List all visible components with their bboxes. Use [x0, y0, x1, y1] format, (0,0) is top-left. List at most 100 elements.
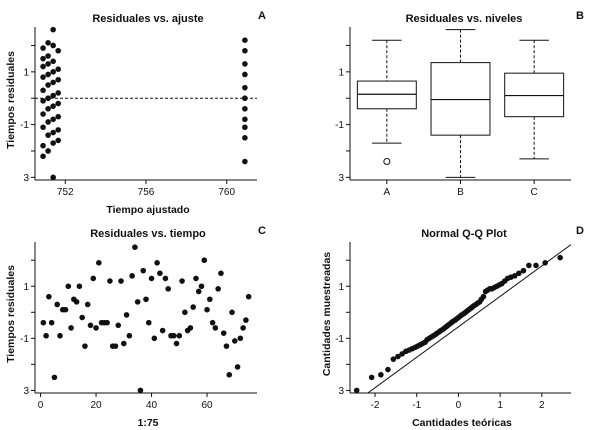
panel-a-point	[50, 174, 56, 181]
panel-c-point	[151, 335, 158, 342]
panel-a-point	[50, 79, 56, 86]
panel-a-y-tick-label: 1	[23, 67, 29, 78]
panel-c-point	[182, 309, 188, 316]
panel-a-point	[55, 137, 62, 144]
panel-d-label: D	[576, 225, 584, 237]
panel-a-point	[40, 45, 46, 51]
panel-a-x-tick-label: 756	[138, 187, 155, 198]
panel-a-y-tick-label: -1	[20, 120, 29, 131]
panel-d-x-tick-label: -2	[371, 400, 380, 411]
panel-a-point	[55, 66, 62, 73]
panel-c-point	[51, 374, 58, 381]
panel-c-point	[137, 387, 144, 394]
panel-c-point	[126, 332, 133, 339]
panel-a-point	[45, 132, 51, 138]
panel-a-point	[40, 142, 46, 149]
panel-c-point	[79, 314, 85, 321]
panel-c-point	[190, 304, 196, 310]
panel-a-point	[55, 47, 62, 54]
panel-c-point	[104, 319, 110, 326]
panel-d-point	[557, 254, 563, 261]
panel-a-point	[45, 82, 51, 88]
panel-d-y-tick-label: 1	[338, 282, 344, 293]
panel-a-point	[55, 76, 62, 83]
panel-c-x-tick-label: 0	[38, 400, 44, 411]
panel-d-xlabel: Cantidades teóricas	[412, 417, 512, 429]
panel-c-point	[173, 340, 180, 347]
panel-b-box	[504, 72, 565, 118]
panel-a-point	[50, 42, 56, 49]
panel-c-point	[193, 275, 199, 282]
panel-a-point	[40, 111, 46, 117]
panel-a-point	[55, 90, 62, 96]
panel-c-point	[162, 275, 169, 282]
panel-c-point	[57, 332, 63, 339]
panel-c-point	[96, 260, 102, 266]
panel-d-point	[390, 356, 397, 362]
panel-c-point	[87, 322, 94, 329]
panel-b-x-tick-label: C	[531, 187, 538, 198]
panel-c-point	[218, 270, 224, 277]
panel-c-point	[187, 325, 194, 331]
panel-b-y-tick-label: 1	[338, 67, 344, 78]
panel-b-y-tick-label: 3	[338, 173, 344, 184]
panel-a-point	[50, 103, 56, 109]
panel-b-label: B	[576, 10, 584, 22]
panel-c-x-tick-label: 40	[146, 400, 158, 411]
panel-a-point	[242, 116, 248, 123]
panel-a-title: Residuales vs. ajuste	[92, 13, 203, 25]
panel-c-point	[157, 270, 163, 277]
panel-c-y-tick-label: 1	[23, 282, 29, 293]
panel-a-point	[40, 153, 46, 160]
panel-c-point	[46, 293, 52, 300]
panel-a-point	[242, 105, 248, 112]
panel-d-point	[511, 273, 518, 279]
panel-c-point	[212, 325, 219, 331]
panel-a-point	[40, 124, 46, 131]
panel-c-point	[82, 343, 88, 349]
panel-c-point	[40, 319, 47, 326]
panel-d-point	[353, 387, 360, 394]
panel-d-point	[378, 371, 384, 378]
panel-a-point	[40, 55, 46, 62]
panel-d-x-tick-label: 1	[497, 400, 503, 411]
panel-a-point	[45, 148, 51, 154]
panel-a: Residuales vs. ajuste A Tiempo ajustado …	[5, 10, 266, 216]
panel-c-point	[170, 332, 177, 339]
panel-b-title: Residuales vs. niveles	[406, 13, 523, 25]
panel-d-title: Normal Q-Q Plot	[421, 228, 507, 240]
panel-c-point	[204, 306, 210, 313]
panel-c-point	[159, 327, 166, 334]
panel-d-point	[533, 262, 539, 269]
panel-d-point	[520, 267, 527, 274]
panel-c-point	[129, 273, 135, 279]
panel-c-point	[54, 301, 60, 308]
panel-c-point	[76, 283, 83, 290]
panel-d-x-tick-label: 2	[539, 400, 545, 411]
panel-a-point	[242, 61, 248, 67]
panel-d: Normal Q-Q Plot D Cantidades teóricas Ca…	[321, 225, 584, 429]
panel-c-plot: 1 -1 30 20 40 60	[20, 242, 257, 411]
panel-a-point	[242, 71, 248, 78]
panel-b: Residuales vs. niveles B 1 -1 3 A B C	[335, 10, 584, 198]
panel-c-point	[240, 325, 246, 331]
panel-a-point	[50, 26, 56, 33]
panel-c-point	[243, 317, 249, 323]
panel-c-point	[148, 275, 155, 282]
panel-c-point	[140, 267, 147, 274]
panel-d-x-tick-label: 0	[456, 400, 462, 411]
panel-a-x-tick-label: 760	[218, 187, 235, 198]
panel-c-title: Residuales vs. tiempo	[90, 228, 206, 240]
panel-c-point	[229, 309, 235, 316]
panel-a-point	[45, 71, 51, 78]
panel-c-point	[234, 364, 241, 370]
panel-a-point	[50, 116, 56, 123]
panel-c-point	[121, 340, 127, 347]
panel-a-label: A	[258, 10, 266, 22]
panel-c-point	[43, 332, 49, 339]
panel-c-point	[245, 293, 252, 300]
panel-a-point	[40, 87, 46, 94]
panel-a-point	[50, 69, 56, 75]
panel-d-point	[385, 366, 391, 373]
